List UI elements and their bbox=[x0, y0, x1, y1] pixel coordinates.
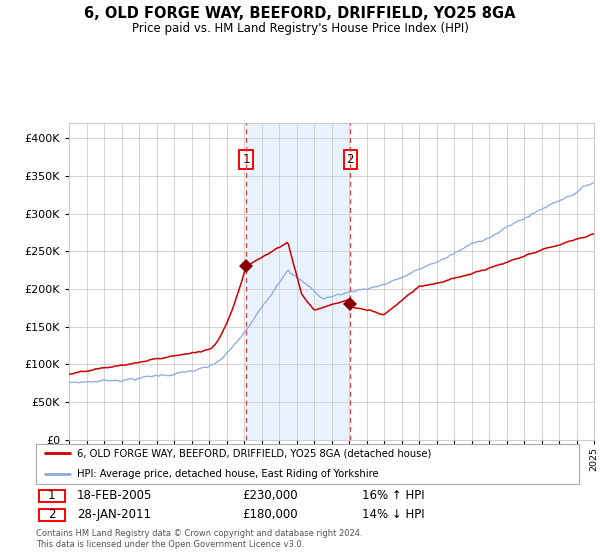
Text: £230,000: £230,000 bbox=[242, 489, 298, 502]
Text: 16% ↑ HPI: 16% ↑ HPI bbox=[362, 489, 424, 502]
Bar bbox=[246, 123, 350, 440]
Text: Contains HM Land Registry data © Crown copyright and database right 2024.
This d: Contains HM Land Registry data © Crown c… bbox=[36, 529, 362, 549]
Text: £180,000: £180,000 bbox=[242, 508, 298, 521]
Text: 6, OLD FORGE WAY, BEEFORD, DRIFFIELD, YO25 8GA: 6, OLD FORGE WAY, BEEFORD, DRIFFIELD, YO… bbox=[84, 6, 516, 21]
FancyBboxPatch shape bbox=[39, 508, 65, 521]
Text: 2: 2 bbox=[346, 153, 354, 166]
Text: HPI: Average price, detached house, East Riding of Yorkshire: HPI: Average price, detached house, East… bbox=[77, 469, 379, 479]
Text: 6, OLD FORGE WAY, BEEFORD, DRIFFIELD, YO25 8GA (detached house): 6, OLD FORGE WAY, BEEFORD, DRIFFIELD, YO… bbox=[77, 449, 431, 458]
Text: 14% ↓ HPI: 14% ↓ HPI bbox=[362, 508, 424, 521]
Text: Price paid vs. HM Land Registry's House Price Index (HPI): Price paid vs. HM Land Registry's House … bbox=[131, 22, 469, 35]
Text: 1: 1 bbox=[242, 153, 250, 166]
Text: 28-JAN-2011: 28-JAN-2011 bbox=[77, 508, 151, 521]
Text: 1: 1 bbox=[48, 489, 55, 502]
FancyBboxPatch shape bbox=[39, 489, 65, 502]
Text: 18-FEB-2005: 18-FEB-2005 bbox=[77, 489, 152, 502]
Text: 2: 2 bbox=[48, 508, 55, 521]
